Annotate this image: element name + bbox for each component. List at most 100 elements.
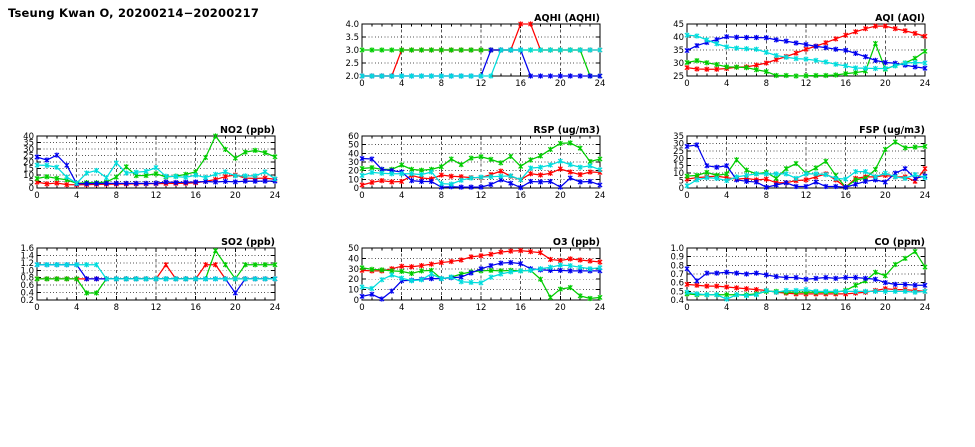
series-cyan xyxy=(34,262,278,282)
xtick-label: 24 xyxy=(270,191,281,201)
series-cyan xyxy=(34,160,278,186)
xtick-label: 24 xyxy=(920,191,931,201)
ytick-label: 0 xyxy=(354,296,359,306)
xtick-label: 24 xyxy=(595,303,606,313)
ytick-label: 0 xyxy=(354,184,359,194)
ytick-label: 40 xyxy=(348,149,359,159)
ytick-label: 0.7 xyxy=(670,270,684,280)
chart-title-co: CO (ppm) xyxy=(874,237,925,248)
xtick-label: 12 xyxy=(151,191,162,201)
chart-title-o3: O3 (ppb) xyxy=(553,237,600,248)
chart-co: CO (ppm) 0.40.50.60.70.80.91.0 0 4 8 12 16 20 24 xyxy=(670,237,930,313)
xtick-label: 0 xyxy=(34,303,39,313)
series-cyan xyxy=(684,32,928,72)
ytick-label: 10 xyxy=(23,171,34,181)
ytick-label: 35 xyxy=(23,139,34,149)
chart-panel-aqi: AQI (AQI) 25 30 35 40 45 0 4 8 12 16 20 24 xyxy=(661,12,930,94)
xtick-label: 24 xyxy=(920,79,931,89)
ytick-label: 0 xyxy=(679,184,684,194)
chart-title-so2: SO2 (ppb) xyxy=(221,237,275,248)
ytick-label: 0.9 xyxy=(670,253,684,263)
ytick-label: 1.0 xyxy=(20,266,34,276)
ytick-label: 0.4 xyxy=(670,296,684,306)
series-cyan xyxy=(359,47,603,79)
xtick-label: 16 xyxy=(190,303,201,313)
xtick-label: 20 xyxy=(880,303,891,313)
xtick-label: 20 xyxy=(555,303,566,313)
ytick-label: 25 xyxy=(23,152,34,162)
xtick-label: 16 xyxy=(515,303,526,313)
xtick-label: 0 xyxy=(359,79,364,89)
ytick-label: 0.6 xyxy=(20,281,34,291)
xtick-label: 20 xyxy=(555,191,566,201)
ytick-label: 30 xyxy=(23,145,34,155)
ytick-label: 0.4 xyxy=(20,289,34,299)
ytick-label: 5 xyxy=(679,177,684,187)
series-blue xyxy=(684,266,928,288)
series-blue xyxy=(684,34,928,71)
series-blue xyxy=(684,142,928,190)
xtick-label: 0 xyxy=(684,79,689,89)
xtick-label: 8 xyxy=(764,191,769,201)
xtick-label: 12 xyxy=(151,303,162,313)
chart-panel-so2: SO2 (ppb) 0.2 0.4 0.6 0.8 1.0 1.2 1.4 1.6 0 4 8 12 16… xyxy=(11,236,280,318)
ytick-label: 30 xyxy=(673,139,684,149)
xtick-label: 0 xyxy=(684,191,689,201)
ytick-label: 35 xyxy=(673,132,684,142)
ytick-label: 25 xyxy=(673,72,684,82)
ytick-label: 0 xyxy=(29,184,34,194)
xtick-label: 20 xyxy=(230,303,241,313)
chart-title-aqhi: AQHI (AQHI) xyxy=(534,13,600,24)
ytick-label: 20 xyxy=(348,275,359,285)
xtick-label: 4 xyxy=(399,79,404,89)
xtick-label: 4 xyxy=(724,191,729,201)
ytick-label: 5 xyxy=(29,178,34,188)
xtick-label: 12 xyxy=(801,191,812,201)
ytick-label: 1.0 xyxy=(670,244,684,254)
xtick-label: 12 xyxy=(476,79,487,89)
xtick-label: 20 xyxy=(555,79,566,89)
chart-panel-o3: O3 (ppb) 0 10 20 30 40 50 0 4 8 12 16 20 24 xyxy=(336,236,605,318)
xtick-label: 4 xyxy=(74,191,79,201)
xtick-label: 8 xyxy=(114,303,119,313)
ytick-label: 25 xyxy=(673,147,684,157)
chart-aqi: AQI (AQI) 25 30 35 40 45 0 4 8 12 16 20 24 xyxy=(673,13,930,89)
ytick-label: 50 xyxy=(348,244,359,254)
xtick-label: 4 xyxy=(399,191,404,201)
ytick-label: 0.6 xyxy=(670,279,684,289)
ytick-label: 20 xyxy=(348,167,359,177)
xtick-label: 20 xyxy=(230,191,241,201)
xtick-label: 4 xyxy=(724,303,729,313)
ytick-label: 45 xyxy=(673,20,684,30)
ytick-label: 2.0 xyxy=(345,72,359,82)
xtick-label: 0 xyxy=(359,303,364,313)
chart-panel-co: CO (ppm) 0.4 0.5 0.6 0.7 0.8 0.9 1.0 0 4 8 12 16 20 24 xyxy=(661,236,930,318)
xtick-label: 12 xyxy=(801,79,812,89)
chart-panel-rsp: RSP (ug/m3) 0 10 20 30 40 50 60 0 4 8 12 16 20 24 xyxy=(336,124,605,206)
ytick-label: 30 xyxy=(673,59,684,69)
xtick-label: 16 xyxy=(840,303,851,313)
series-green xyxy=(359,140,603,173)
xtick-label: 8 xyxy=(439,303,444,313)
xtick-label: 0 xyxy=(34,191,39,201)
page-title: Tseung Kwan O, 20200214−20200217 xyxy=(8,6,260,20)
ytick-label: 20 xyxy=(23,158,34,168)
xtick-label: 8 xyxy=(114,191,119,201)
ytick-label: 0.2 xyxy=(20,296,34,306)
ytick-label: 15 xyxy=(673,162,684,172)
xtick-label: 24 xyxy=(595,191,606,201)
ytick-label: 15 xyxy=(23,165,34,175)
xtick-label: 8 xyxy=(439,191,444,201)
xtick-label: 16 xyxy=(515,79,526,89)
ytick-label: 1.2 xyxy=(20,259,34,269)
xtick-label: 16 xyxy=(840,79,851,89)
xtick-label: 4 xyxy=(724,79,729,89)
xtick-label: 24 xyxy=(270,303,281,313)
series-cyan xyxy=(359,158,603,187)
chart-title-no2: NO2 (ppb) xyxy=(220,125,275,136)
ytick-label: 0.8 xyxy=(670,261,684,271)
ytick-label: 2.5 xyxy=(345,59,359,69)
xtick-label: 0 xyxy=(684,303,689,313)
xtick-label: 16 xyxy=(515,191,526,201)
